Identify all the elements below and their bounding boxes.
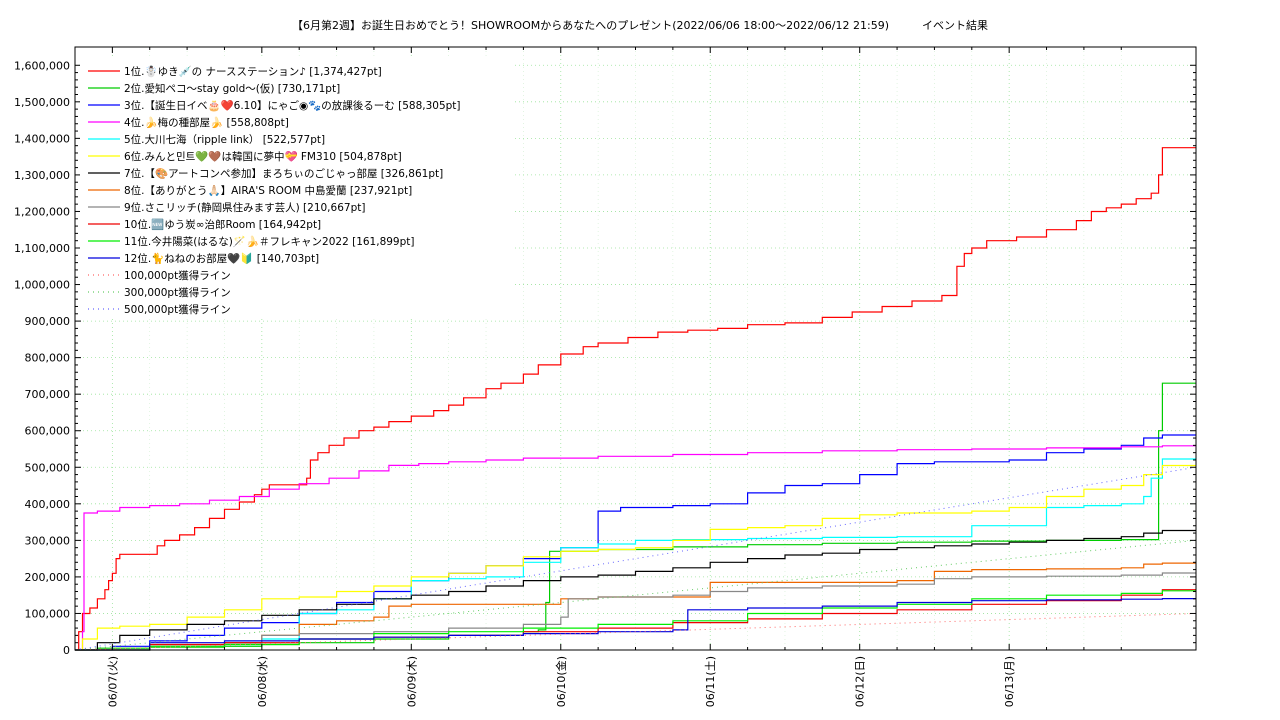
y-tick-label: 1,600,000: [14, 59, 70, 72]
legend-background: [80, 58, 515, 319]
y-tick-label: 100,000: [25, 607, 71, 620]
y-tick-label: 1,400,000: [14, 132, 70, 145]
legend: 1位.☃️ゆき💉の ナースステーション♪ [1,374,427pt] 2位.愛知ペ…: [80, 58, 515, 319]
y-tick-label: 1,200,000: [14, 205, 70, 218]
legend-entry: 7位.【🎨アートコンペ参加】まろちぃのごじゃっ部屋 [326,861pt]: [124, 167, 443, 180]
series-line-6: [75, 464, 1196, 651]
series-line-15: [74, 466, 1197, 651]
axis-ticks: [74, 47, 1197, 651]
series-line-13: [74, 613, 1197, 651]
series-line-5: [75, 458, 1196, 651]
legend-entry: 3位.【誕生日イベ🎂❤️6.10】にゃご◉🐾の放課後るーむ [588,305pt…: [124, 99, 461, 112]
legend-entry: 500,000pt獲得ライン: [124, 303, 231, 316]
series-line-11: [75, 590, 1196, 651]
legend-entry: 4位.🍌梅の種部屋🍌 [558,808pt]: [124, 116, 289, 129]
x-tick-label: 06/09(木): [405, 656, 418, 707]
y-tick-label: 200,000: [25, 571, 71, 584]
series-line-3: [75, 434, 1196, 651]
legend-entry: 8位.【ありがとう🙏🏻】AIRA'S ROOM 中島愛蘭 [237,921pt]: [124, 184, 412, 197]
x-tick-label: 06/10(金): [554, 656, 568, 707]
x-tick-label: 06/12(日): [854, 656, 867, 707]
y-axis-labels: 0 100,000 200,000 300,000 400,000 500,000 600,…: [14, 59, 70, 657]
legend-entry: 300,000pt獲得ライン: [124, 286, 231, 299]
legend-entry: 10位.🆕ゆう炭∞治郎Room [164,942pt]: [124, 218, 321, 231]
y-tick-label: 800,000: [25, 352, 71, 365]
series-line-4: [75, 445, 1196, 651]
legend-entry: 9位.さこリッチ(静岡県住みます芸人) [210,667pt]: [124, 201, 365, 214]
x-tick-label: 06/11(土): [704, 656, 717, 707]
legend-entry: 11位.今井陽菜(はるな)🪄🍌＃フレキャン2022 [161,899pt]: [124, 235, 415, 248]
series-line-1: [75, 147, 1196, 651]
y-tick-label: 600,000: [25, 425, 71, 438]
x-tick-label: 06/08(水): [256, 656, 269, 707]
legend-entry: 2位.愛知ペコ〜stay gold〜(仮) [730,171pt]: [124, 82, 340, 95]
y-tick-label: 300,000: [25, 534, 71, 547]
x-tick-label: 06/07(火): [106, 656, 119, 707]
chart-title: 【6月第2週】お誕生日おめでとう！SHOWROOMからあなたへのプレゼント(20…: [291, 19, 988, 32]
y-tick-label: 700,000: [25, 388, 71, 401]
series-line-9: [75, 572, 1196, 651]
y-tick-label: 1,500,000: [14, 96, 70, 109]
series-line-7: [75, 529, 1196, 651]
x-axis-labels: 06/07(火) 06/08(水) 06/09(木) 06/10(金) 06/11(土)…: [106, 656, 1016, 707]
series-line-8: [75, 562, 1196, 651]
y-tick-label: 900,000: [25, 315, 71, 328]
y-tick-label: 0: [63, 644, 70, 657]
legend-entry: 6位.みんと민트💚🤎は韓国に夢中💝 FM310 [504,878pt]: [124, 150, 402, 163]
legend-entry: 5位.大川七海（ripple link） [522,577pt]: [124, 133, 325, 146]
y-tick-label: 400,000: [25, 498, 71, 511]
y-tick-label: 500,000: [25, 461, 71, 474]
legend-entry: 100,000pt獲得ライン: [124, 269, 231, 282]
y-tick-label: 1,100,000: [14, 242, 70, 255]
x-tick-label: 06/13(月): [1003, 656, 1016, 707]
y-tick-label: 1,000,000: [14, 279, 70, 292]
y-tick-label: 1,300,000: [14, 169, 70, 182]
legend-entry: 12位.🐈ねねのお部屋🖤🔰 [140,703pt]: [124, 252, 319, 265]
legend-entry: 1位.☃️ゆき💉の ナースステーション♪ [1,374,427pt]: [124, 65, 382, 78]
